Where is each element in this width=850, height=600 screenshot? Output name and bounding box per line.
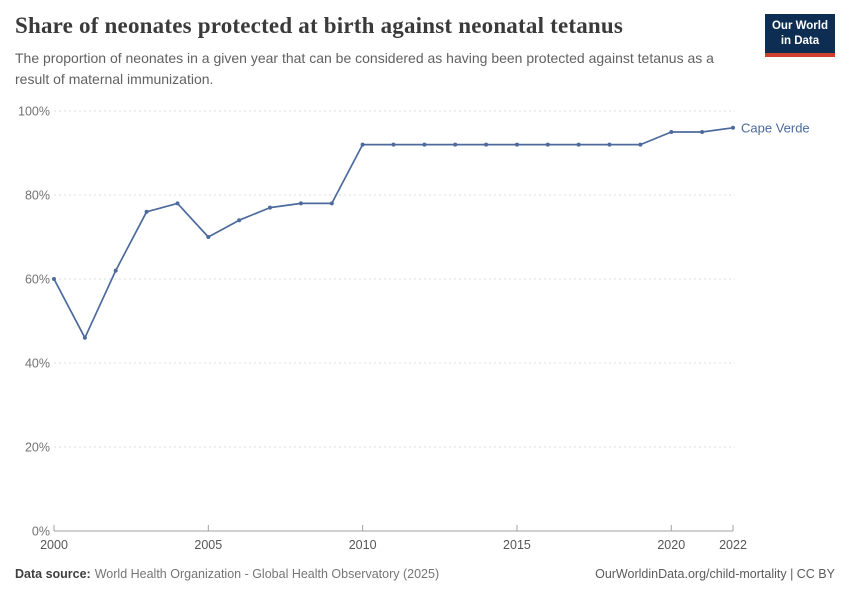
data-point[interactable] [453,142,458,147]
data-point[interactable] [329,201,334,206]
data-point[interactable] [144,209,149,214]
page-title: Share of neonates protected at birth aga… [15,13,624,38]
chart-header: Share of neonates protected at birth aga… [15,13,835,90]
series-line[interactable] [53,126,734,339]
data-point[interactable] [576,142,581,147]
data-point[interactable] [237,218,242,223]
data-source-label: Data source: [15,567,91,581]
data-point[interactable] [113,268,118,273]
y-tick-label: 40% [25,357,50,371]
data-source-value: World Health Organization - Global Healt… [94,567,440,581]
data-point[interactable] [268,205,272,210]
data-source: Data source: World Health Organization - … [15,567,439,581]
y-tick-label: 20% [25,441,50,455]
data-point[interactable] [484,142,489,147]
data-point[interactable] [515,142,519,147]
data-point[interactable] [360,142,365,147]
owid-logo-line2: in Data [780,34,820,47]
owid-logo-line1: Our World [771,20,828,32]
data-point[interactable] [52,277,56,281]
x-tick-label: 2010 [349,538,377,552]
x-tick-label: 2020 [657,538,685,552]
data-point[interactable] [298,201,303,206]
data-point[interactable] [206,235,211,239]
y-tick-label: 80% [25,189,50,203]
chart-footer: Data source: World Health Organization - … [15,567,835,581]
y-tick-label: 60% [25,273,50,287]
x-tick-label: 2015 [503,538,531,552]
data-point[interactable] [82,335,87,340]
owid-logo[interactable]: Our World in Data [764,14,835,57]
data-point[interactable] [700,130,705,134]
x-tick-label: 2005 [194,538,222,552]
y-tick-label: 100% [18,105,50,119]
chart-plot-area: 0% 20% 40% 60% 80% 100% 2000 2005 2010 2015 2020 20… [18,105,810,553]
data-point[interactable] [607,142,612,147]
data-point[interactable] [731,125,735,130]
x-tick-label: 2022 [719,538,747,552]
series-entity-label[interactable]: Cape Verde [741,120,810,135]
y-tick-label: 0% [32,525,50,539]
data-point[interactable] [638,142,643,147]
data-point[interactable] [391,142,396,147]
chart-subtitle: The proportion of neonates in a given ye… [15,50,714,87]
x-tick-label: 2000 [40,538,68,552]
data-point[interactable] [669,130,674,134]
data-point[interactable] [545,142,550,147]
data-point[interactable] [422,142,427,147]
owid-citation-link[interactable]: OurWorldinData.org/child-mortality | CC … [595,567,835,581]
data-point[interactable] [175,201,180,206]
